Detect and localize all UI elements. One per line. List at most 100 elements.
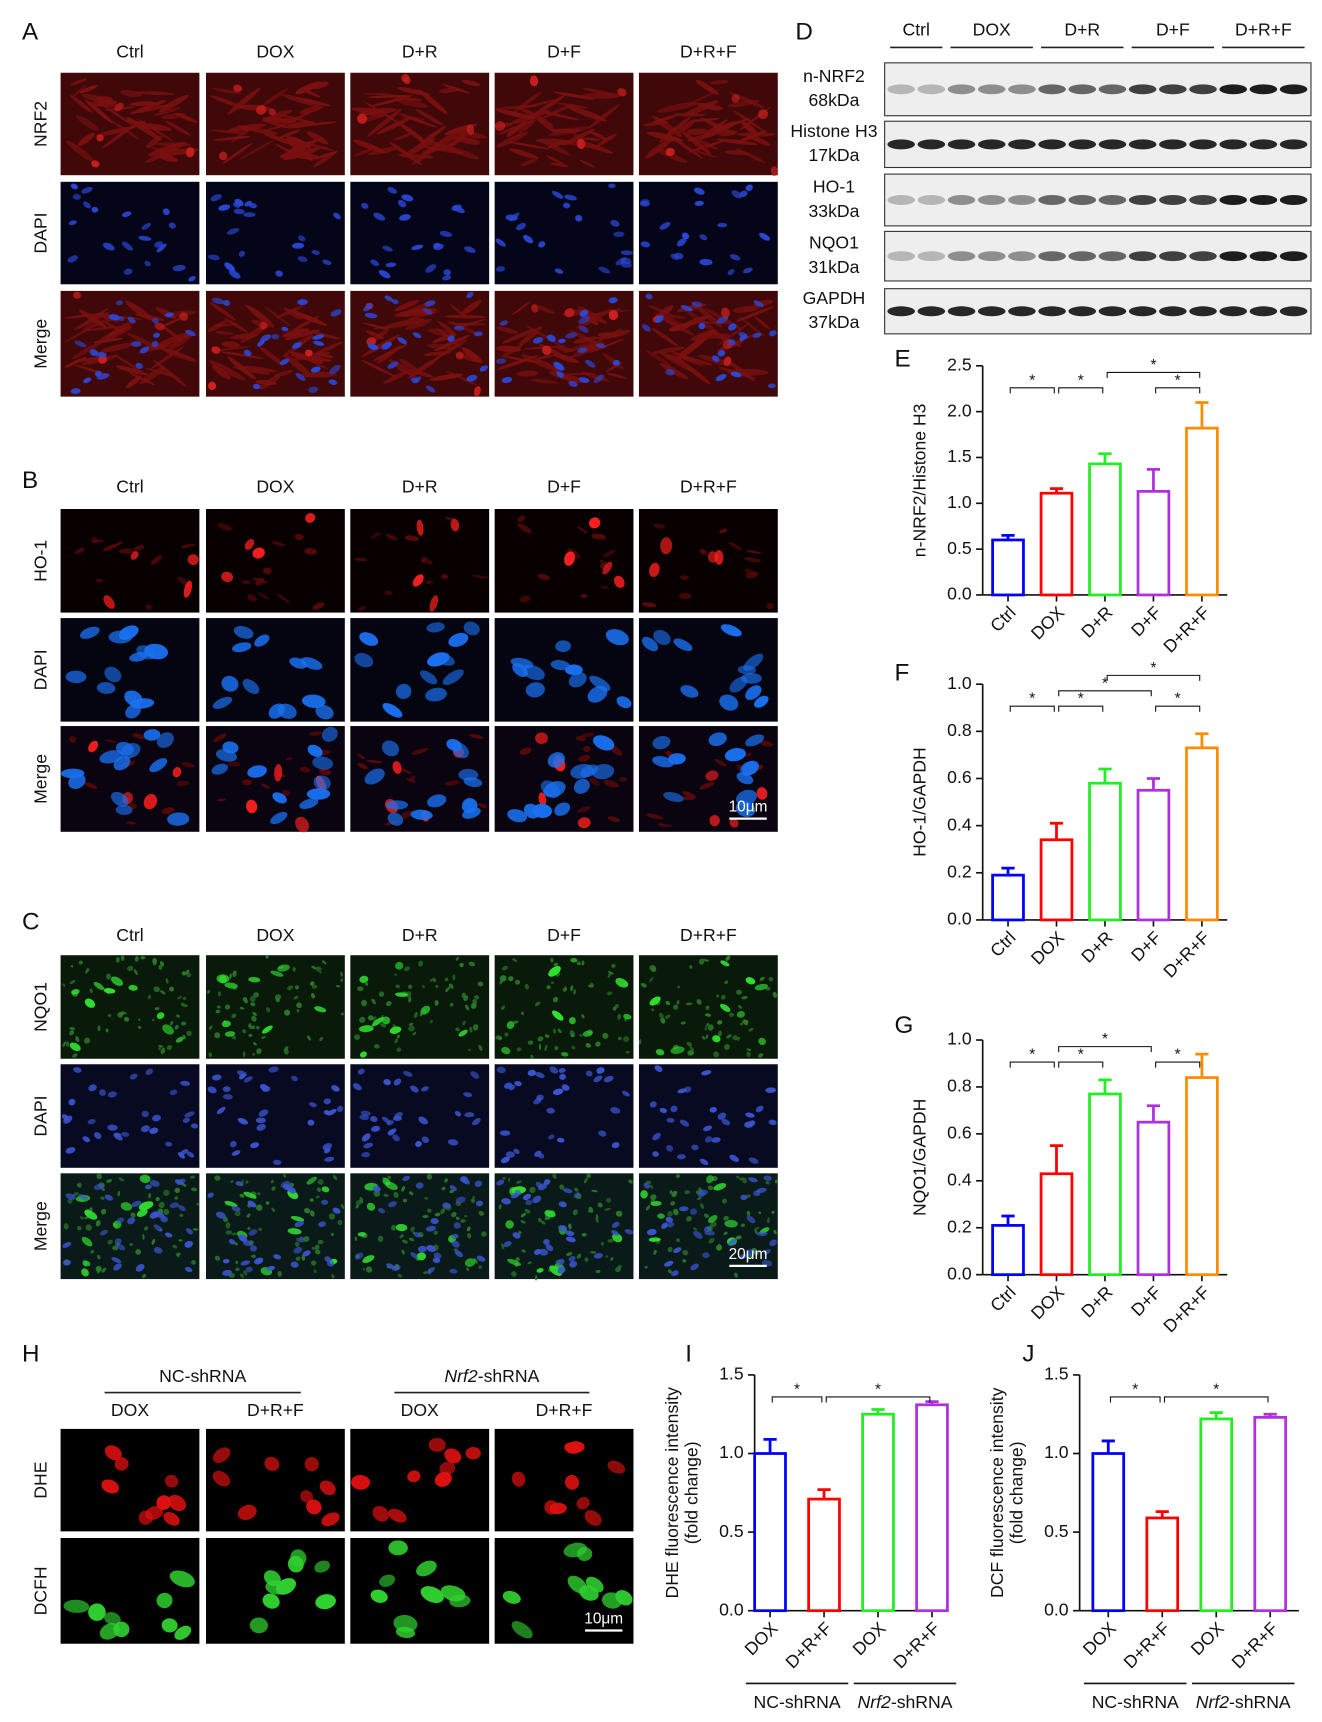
cell bbox=[585, 1070, 593, 1077]
cell bbox=[117, 1217, 125, 1223]
cell bbox=[309, 731, 323, 736]
cell bbox=[78, 960, 83, 965]
cell bbox=[187, 554, 199, 566]
cell bbox=[667, 1269, 672, 1274]
cell bbox=[372, 1505, 390, 1522]
cell bbox=[607, 1239, 614, 1243]
cell bbox=[86, 968, 90, 972]
cell bbox=[519, 595, 531, 603]
cell bbox=[517, 515, 526, 522]
cell bbox=[280, 1180, 291, 1188]
cell bbox=[357, 986, 364, 992]
cell bbox=[665, 1014, 671, 1019]
cell bbox=[294, 533, 304, 541]
cell bbox=[427, 1267, 435, 1274]
cell bbox=[214, 1255, 221, 1261]
column-label: Ctrl bbox=[116, 42, 143, 62]
cell bbox=[76, 1225, 82, 1231]
bar bbox=[861, 1412, 895, 1613]
cell bbox=[245, 1180, 249, 1184]
cell bbox=[231, 1206, 241, 1212]
cell bbox=[451, 1240, 460, 1248]
cell bbox=[238, 250, 246, 257]
cell bbox=[689, 118, 721, 122]
cell bbox=[295, 372, 306, 381]
cell bbox=[168, 222, 176, 229]
cell bbox=[468, 961, 475, 967]
cell bbox=[429, 595, 439, 612]
bar bbox=[1136, 788, 1171, 922]
cell bbox=[553, 996, 559, 1003]
cell bbox=[314, 341, 343, 355]
significance-label: * bbox=[794, 1381, 800, 1398]
cell bbox=[550, 981, 555, 985]
cell bbox=[150, 555, 162, 565]
cell bbox=[613, 575, 625, 588]
cell bbox=[603, 549, 616, 558]
cell bbox=[699, 782, 715, 790]
cell bbox=[507, 1177, 511, 1182]
cell bbox=[520, 158, 539, 167]
cell bbox=[744, 568, 757, 576]
cell bbox=[660, 537, 673, 555]
cell bbox=[315, 1195, 320, 1199]
significance-label: * bbox=[1175, 1047, 1181, 1064]
cell bbox=[549, 1265, 563, 1276]
cell bbox=[723, 356, 732, 366]
band bbox=[1279, 195, 1308, 205]
cell bbox=[765, 1181, 770, 1185]
micrograph bbox=[206, 72, 345, 176]
cell bbox=[110, 976, 124, 986]
cell bbox=[131, 1200, 142, 1207]
error-bar bbox=[1195, 1052, 1209, 1078]
error-bar bbox=[1209, 1411, 1223, 1419]
cell bbox=[361, 359, 397, 378]
cell bbox=[721, 307, 730, 319]
cell bbox=[657, 1213, 665, 1219]
cell bbox=[439, 230, 453, 237]
cell bbox=[295, 81, 322, 95]
column-label: D+R+F bbox=[680, 42, 737, 62]
cell bbox=[235, 1260, 239, 1265]
cell bbox=[313, 340, 325, 346]
cell bbox=[680, 685, 699, 698]
cell bbox=[573, 778, 590, 794]
cell bbox=[579, 325, 589, 333]
cell bbox=[511, 301, 531, 316]
cell bbox=[316, 1187, 322, 1192]
cell bbox=[677, 119, 696, 134]
cell bbox=[287, 985, 294, 991]
cell bbox=[478, 1265, 483, 1270]
cell bbox=[444, 1178, 448, 1183]
cell bbox=[549, 1066, 559, 1074]
cell bbox=[149, 1211, 160, 1219]
cell bbox=[704, 1013, 712, 1017]
cell bbox=[256, 1048, 262, 1055]
cell bbox=[79, 309, 107, 328]
cell bbox=[453, 1222, 461, 1229]
cell bbox=[578, 754, 591, 762]
cell bbox=[385, 800, 408, 810]
cell bbox=[515, 222, 527, 231]
cell bbox=[68, 1098, 76, 1106]
cell bbox=[452, 974, 456, 981]
cell bbox=[354, 557, 368, 562]
significance-label: * bbox=[1029, 372, 1035, 389]
cell bbox=[238, 1234, 248, 1242]
cell bbox=[501, 965, 508, 971]
cell bbox=[535, 1072, 545, 1079]
cell bbox=[196, 1202, 199, 1206]
cell bbox=[591, 1189, 598, 1193]
cell bbox=[763, 1175, 772, 1181]
cell bbox=[463, 1092, 473, 1098]
cell bbox=[685, 1215, 692, 1222]
cell bbox=[640, 1190, 648, 1199]
cell bbox=[387, 187, 397, 194]
cell bbox=[732, 305, 761, 313]
cell bbox=[464, 1112, 475, 1118]
y-tick-label: 2.0 bbox=[947, 400, 972, 420]
band bbox=[947, 251, 976, 262]
cell bbox=[354, 148, 373, 157]
bar bbox=[807, 1497, 841, 1613]
cell bbox=[722, 1198, 727, 1204]
